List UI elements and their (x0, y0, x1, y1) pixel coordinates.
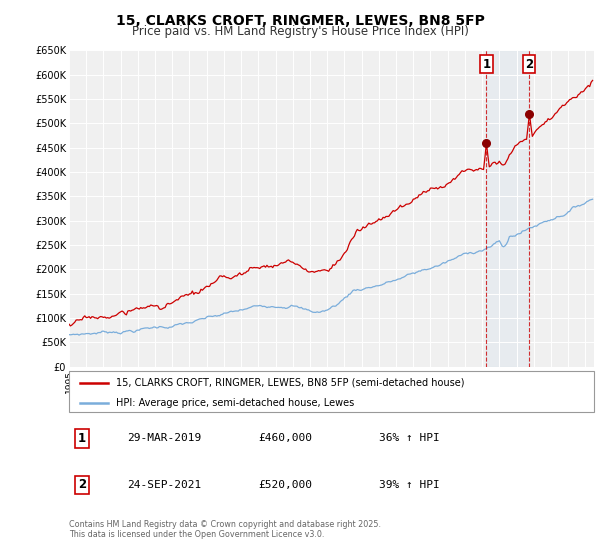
Text: Contains HM Land Registry data © Crown copyright and database right 2025.
This d: Contains HM Land Registry data © Crown c… (69, 520, 381, 539)
Text: 1: 1 (482, 58, 490, 71)
Text: 2: 2 (525, 58, 533, 71)
Text: 24-SEP-2021: 24-SEP-2021 (127, 480, 201, 489)
FancyBboxPatch shape (69, 371, 594, 412)
Text: 39% ↑ HPI: 39% ↑ HPI (379, 480, 439, 489)
Text: £520,000: £520,000 (258, 480, 312, 489)
Text: HPI: Average price, semi-detached house, Lewes: HPI: Average price, semi-detached house,… (116, 398, 355, 408)
Text: 29-MAR-2019: 29-MAR-2019 (127, 433, 201, 444)
Text: 15, CLARKS CROFT, RINGMER, LEWES, BN8 5FP (semi-detached house): 15, CLARKS CROFT, RINGMER, LEWES, BN8 5F… (116, 377, 465, 388)
Text: Price paid vs. HM Land Registry's House Price Index (HPI): Price paid vs. HM Land Registry's House … (131, 25, 469, 38)
Text: £460,000: £460,000 (258, 433, 312, 444)
Text: 15, CLARKS CROFT, RINGMER, LEWES, BN8 5FP: 15, CLARKS CROFT, RINGMER, LEWES, BN8 5F… (116, 14, 484, 28)
Text: 1: 1 (78, 432, 86, 445)
Bar (487, 50, 529, 367)
Text: 36% ↑ HPI: 36% ↑ HPI (379, 433, 439, 444)
Text: 2: 2 (78, 478, 86, 491)
